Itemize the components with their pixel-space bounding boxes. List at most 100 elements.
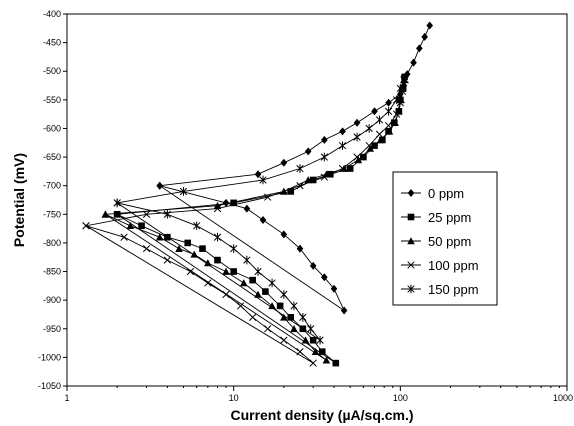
data-point [321, 135, 328, 144]
data-point [155, 233, 164, 241]
x-tick-label: 10 [229, 393, 239, 403]
data-point [142, 210, 151, 218]
x-axis: 1 10 100 1000 [64, 386, 573, 403]
data-point [354, 156, 363, 164]
data-point [214, 256, 221, 264]
data-point [276, 302, 284, 310]
data-point [322, 170, 331, 178]
data-point [384, 106, 393, 116]
data-point [222, 290, 230, 299]
data-point [392, 95, 401, 105]
data-point [249, 276, 256, 284]
data-point [375, 130, 384, 138]
data-point [365, 124, 373, 133]
data-point [204, 259, 212, 267]
y-tick-label: -400 [43, 9, 61, 19]
data-point [268, 302, 276, 310]
legend-item: 150 ppm [401, 282, 479, 297]
data-point [230, 268, 237, 275]
x-axis-title: Current density (µA/sq.cm.) [230, 407, 413, 423]
data-point [213, 204, 222, 213]
x-tick-label: 100 [393, 393, 408, 403]
data-point [163, 256, 171, 264]
data-point [309, 336, 317, 344]
data-point [396, 99, 404, 107]
x-tick-label: 1000 [553, 393, 573, 403]
data-point [230, 199, 237, 207]
data-point [301, 336, 310, 344]
data-point [346, 165, 354, 172]
data-point [396, 84, 404, 93]
data-point [213, 232, 222, 242]
data-point [113, 198, 121, 208]
data-point [113, 211, 121, 218]
series-4 [113, 75, 408, 345]
data-point [320, 173, 328, 181]
series-0 [156, 21, 433, 315]
y-axis: -400 -450 -500 -550 -600 -650 -700 -750 -800 -850… [38, 9, 67, 391]
data-point [338, 141, 347, 150]
legend-label: 0 ppm [428, 186, 464, 201]
series-3 [82, 76, 409, 367]
data-point [371, 142, 378, 149]
data-point [309, 176, 317, 184]
y-tick-label: -650 [43, 152, 61, 162]
y-tick-label: -600 [43, 123, 61, 133]
data-point [371, 107, 378, 116]
data-point [296, 244, 304, 253]
data-point [318, 348, 326, 355]
data-point [309, 359, 317, 367]
data-point [82, 222, 90, 230]
data-point [280, 290, 288, 299]
data-point [407, 261, 415, 269]
legend-item: 0 ppm [401, 186, 464, 201]
data-point [375, 115, 384, 125]
data-point [304, 176, 312, 184]
data-point [421, 32, 428, 41]
data-point [290, 324, 298, 333]
data-point [320, 152, 328, 162]
y-tick-label: -700 [43, 181, 61, 191]
data-point [332, 359, 340, 367]
data-point [416, 44, 423, 53]
data-point [184, 239, 192, 247]
data-point [287, 314, 295, 321]
data-point [384, 121, 393, 130]
data-point [163, 210, 171, 219]
data-point [322, 356, 331, 364]
data-point [407, 284, 415, 294]
data-point [243, 255, 251, 265]
data-point [407, 237, 415, 245]
data-point [400, 75, 408, 85]
data-point [385, 98, 392, 107]
data-point [222, 267, 230, 275]
y-tick-label: -850 [43, 267, 61, 277]
data-point [239, 279, 248, 287]
data-point [262, 288, 269, 295]
data-point [338, 164, 347, 173]
x-tick-label: 1 [64, 393, 69, 403]
data-point [307, 324, 315, 334]
series-line [158, 25, 431, 312]
series-layer [82, 21, 433, 367]
data-point [299, 313, 307, 322]
data-point [193, 221, 201, 231]
data-point [392, 110, 401, 118]
data-point [268, 278, 276, 288]
data-point [311, 347, 320, 355]
plot-area [66, 13, 568, 387]
data-point [385, 127, 394, 135]
data-point [376, 136, 385, 144]
data-point [353, 153, 361, 161]
data-point [254, 170, 262, 179]
data-point [391, 118, 399, 127]
data-point [296, 182, 304, 190]
data-point [316, 335, 324, 345]
data-point [353, 118, 361, 127]
data-point [254, 267, 262, 276]
y-tick-label: -1000 [38, 352, 61, 362]
data-point [126, 221, 135, 230]
legend-label: 150 ppm [428, 282, 479, 297]
data-point [296, 348, 304, 356]
